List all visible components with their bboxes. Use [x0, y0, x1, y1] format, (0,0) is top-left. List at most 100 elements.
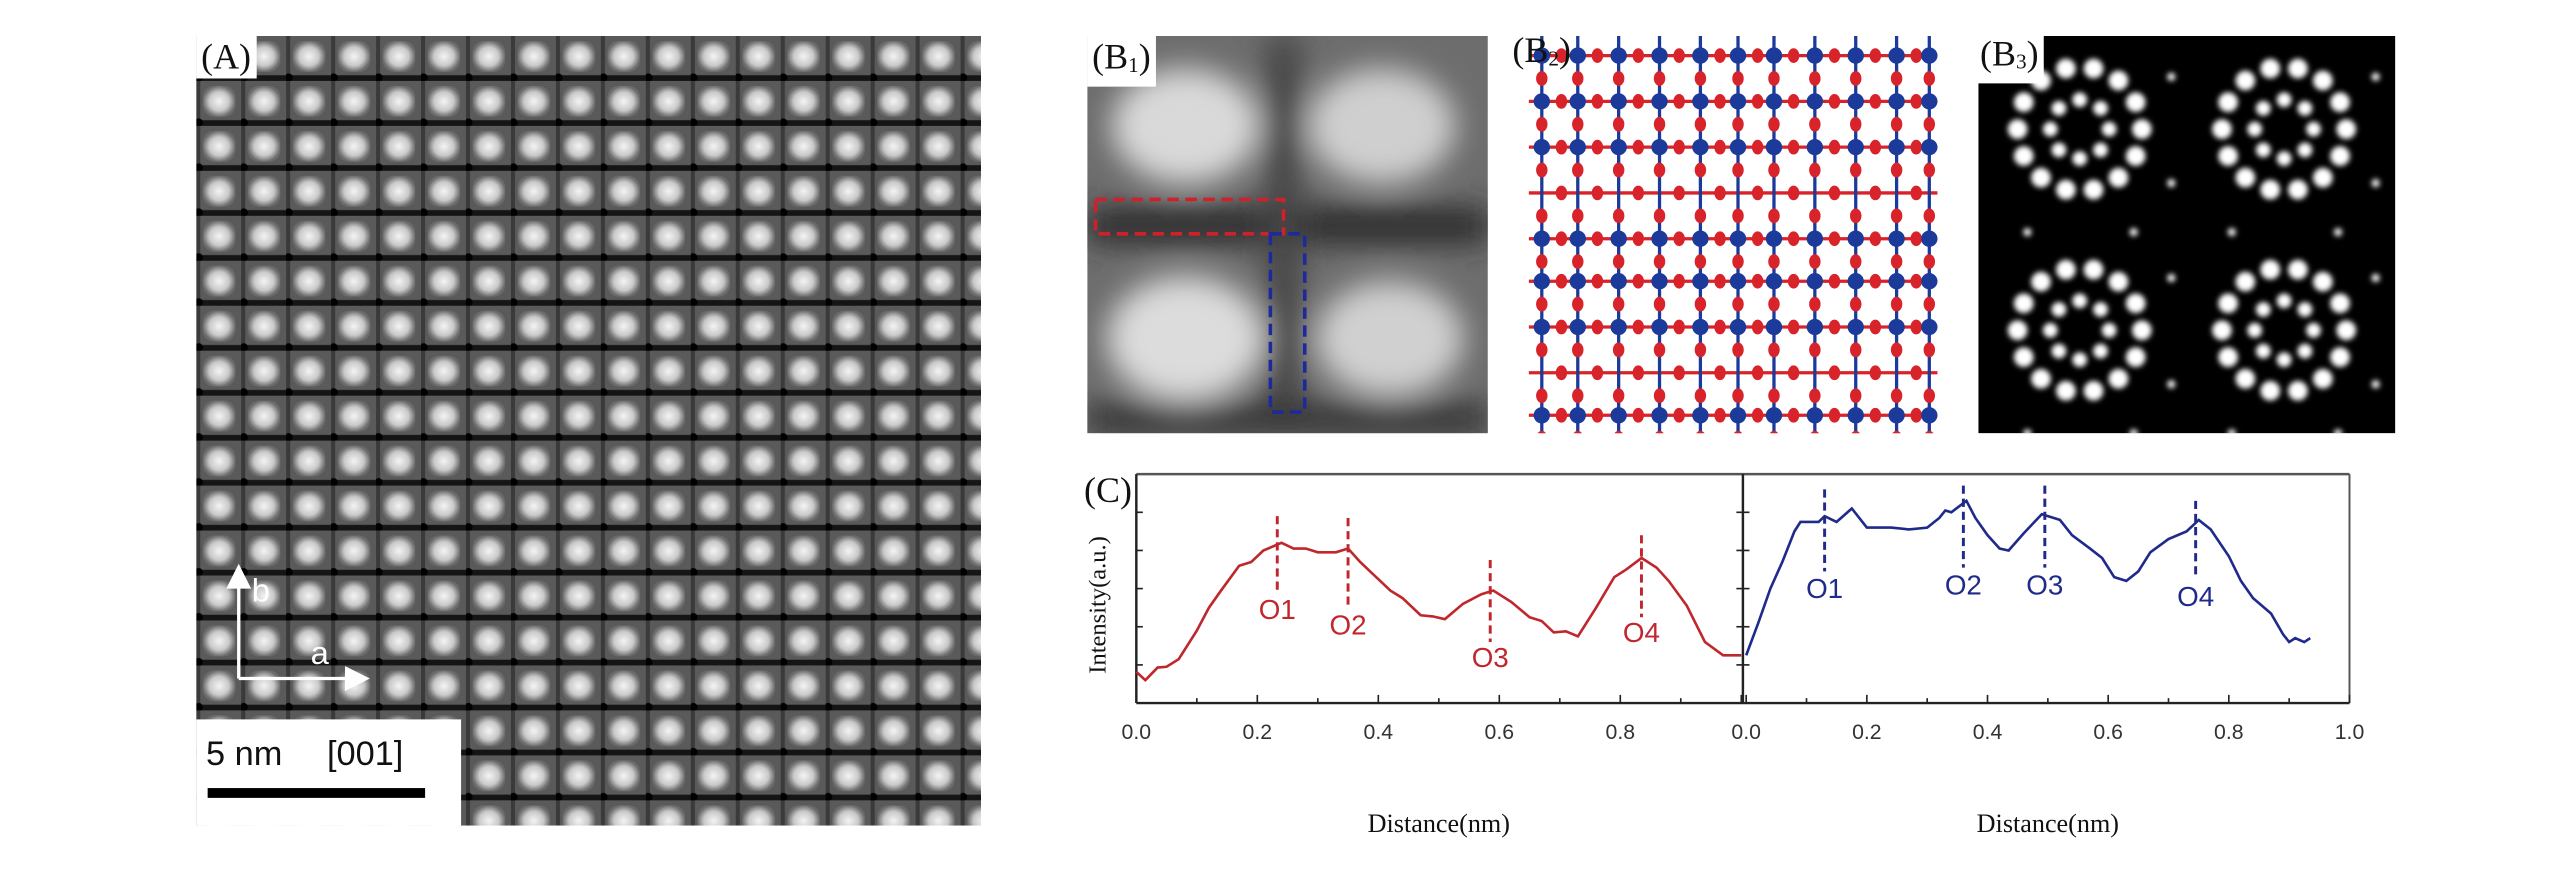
atom-column	[2330, 92, 2350, 113]
oxygen-atom	[1751, 319, 1764, 335]
oxygen-atom	[1910, 365, 1922, 381]
oxygen-atom	[1923, 162, 1936, 178]
oxygen-atom	[1787, 319, 1800, 335]
oxygen-atom	[1923, 388, 1936, 404]
oxygen-atom	[1751, 273, 1764, 289]
atom-column	[2023, 429, 2032, 434]
oxygen-atom	[1925, 430, 1934, 434]
oxygen-atom	[1612, 71, 1625, 86]
oxygen-atom	[1612, 296, 1625, 312]
metal-atom	[1569, 273, 1586, 290]
oxygen-atom	[1694, 116, 1707, 132]
oxygen-atom	[1714, 365, 1726, 381]
oxygen-atom	[1751, 365, 1764, 381]
panel-b1-label: (B1)	[1087, 35, 1156, 87]
oxygen-atom	[1869, 231, 1882, 247]
atom-column	[2212, 320, 2232, 341]
oxygen-atom	[1536, 116, 1548, 132]
atom-column	[2255, 100, 2271, 116]
oxygen-atom	[1632, 319, 1644, 335]
metal-atom	[1888, 273, 1905, 290]
oxygen-atom	[1787, 231, 1800, 247]
atom-column	[2260, 58, 2281, 79]
atom-column	[2247, 322, 2263, 338]
atom-column	[2007, 119, 2028, 139]
metal-atom	[1533, 407, 1550, 424]
atom-column	[2371, 273, 2380, 283]
metal-atom	[1610, 318, 1627, 336]
atom-column	[2297, 142, 2313, 158]
oxygen-atom	[1655, 430, 1664, 434]
oxygen-atom	[1632, 273, 1644, 289]
metal-atom	[1765, 93, 1783, 110]
oxygen-atom	[1923, 342, 1936, 358]
atom-column	[2129, 429, 2138, 434]
oxygen-atom	[1591, 319, 1604, 335]
oxygen-atom	[1555, 139, 1568, 155]
oxygen-atom	[1809, 71, 1821, 86]
oxygen-atom	[1851, 430, 1860, 434]
atom-column	[2313, 271, 2333, 292]
atom-column	[2056, 259, 2076, 280]
oxygen-atom	[1572, 116, 1584, 132]
atom-column	[2083, 259, 2104, 280]
peak-label: O3	[2026, 569, 2063, 600]
atom-column	[2083, 179, 2104, 200]
oxygen-atom	[1694, 208, 1707, 224]
atom-column	[2255, 142, 2271, 158]
metal-atom	[1888, 230, 1905, 247]
oxygen-atom	[1890, 208, 1903, 224]
oxygen-atom	[1536, 296, 1548, 312]
atom-column	[2056, 58, 2076, 79]
metal-atom	[1765, 47, 1783, 64]
metal-atom	[1610, 230, 1627, 247]
oxygen-atom	[1809, 162, 1821, 178]
atom-column	[2056, 179, 2076, 200]
oxygen-atom	[1869, 185, 1882, 201]
atom-column	[2288, 179, 2308, 200]
oxygen-atom	[1890, 71, 1903, 86]
oxygen-atom	[1787, 365, 1800, 381]
atom-column	[2013, 347, 2034, 368]
oxygen-atom	[1751, 94, 1764, 109]
oxygen-atom	[1787, 139, 1800, 155]
atom-column	[2218, 146, 2238, 166]
oxygen-atom	[1828, 139, 1841, 155]
atom-column	[2042, 121, 2058, 137]
atom-column	[2235, 271, 2256, 292]
oxygen-atom	[1850, 116, 1862, 132]
metal-atom	[1651, 93, 1668, 110]
oxygen-atom	[1694, 342, 1707, 358]
atom-column	[2371, 380, 2380, 389]
panel-a-label: (A)	[196, 35, 256, 79]
oxygen-atom	[1828, 94, 1841, 109]
metal-atom	[1729, 47, 1747, 64]
oxygen-atom	[1809, 296, 1821, 312]
oxygen-atom	[1673, 319, 1685, 335]
metal-atom	[1651, 47, 1668, 64]
oxygen-atom	[1732, 254, 1744, 269]
atom-column	[2247, 121, 2263, 137]
oxygen-atom	[1555, 407, 1568, 423]
atom-column	[2260, 381, 2281, 401]
atom-column	[2330, 347, 2350, 368]
atom-column	[2108, 70, 2129, 91]
atom-column	[2093, 343, 2108, 359]
oxygen-atom	[1892, 430, 1901, 434]
metal-atom	[1533, 230, 1550, 247]
oxygen-atom	[1694, 296, 1707, 312]
atom-column	[2313, 70, 2333, 91]
x-tick-label: 1.0	[2335, 720, 2365, 744]
atom-column	[2371, 179, 2380, 188]
atom-column	[2129, 228, 2138, 237]
atom-column	[2072, 92, 2088, 108]
metal-atom	[1847, 273, 1864, 290]
oxygen-atom	[1653, 162, 1666, 178]
metal-atom	[1847, 407, 1864, 424]
atom-column	[2101, 322, 2117, 338]
atom-column	[2297, 343, 2313, 359]
metal-atom	[1610, 273, 1627, 290]
oxygen-atom	[1555, 273, 1568, 289]
atom-column	[2051, 142, 2067, 158]
